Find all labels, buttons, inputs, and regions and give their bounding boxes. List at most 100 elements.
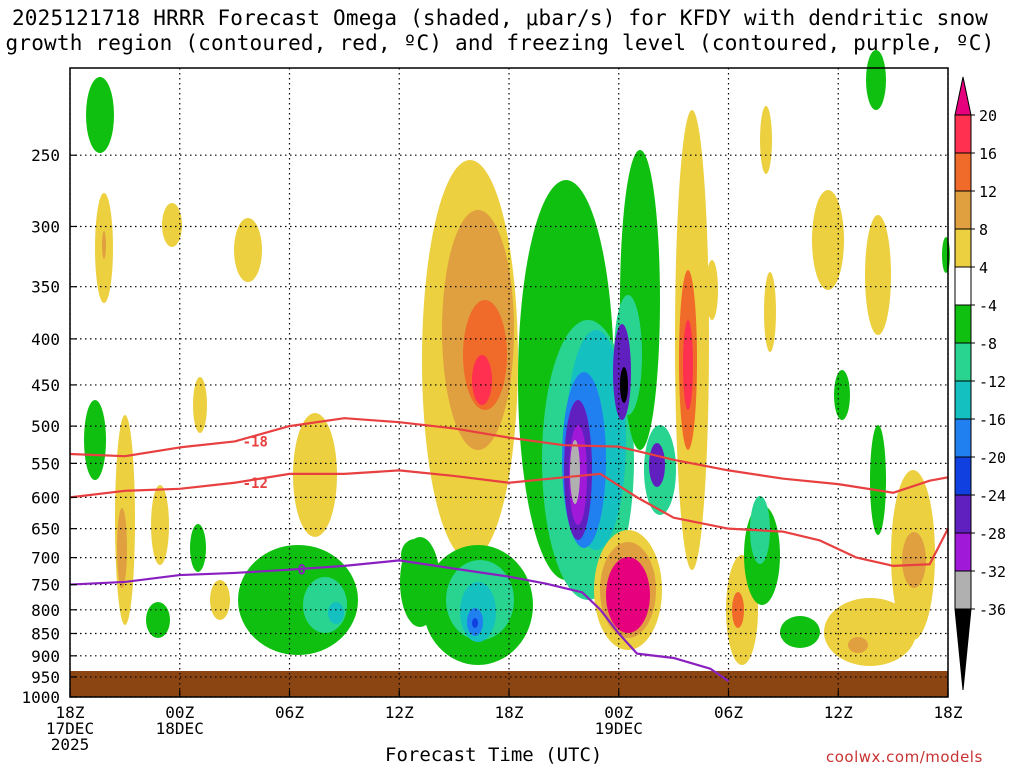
colorbar-label: -4 xyxy=(979,297,997,315)
y-tick-label: 750 xyxy=(31,576,60,595)
x-tick-label: 18DEC xyxy=(156,719,204,738)
omega-blob xyxy=(102,231,106,259)
colorbar-segment xyxy=(954,266,972,306)
watermark: coolwx.com/models xyxy=(826,748,983,766)
omega-blob xyxy=(190,524,206,572)
colorbar-label: -28 xyxy=(979,525,1006,543)
colorbar-bottom-arrow xyxy=(954,608,972,691)
contour-line xyxy=(69,469,949,567)
contour-line xyxy=(69,417,949,494)
colorbar-top-arrow xyxy=(954,76,972,116)
omega-blob xyxy=(293,413,337,537)
colorbar-label: 12 xyxy=(979,183,997,201)
x-tick-label: 18Z xyxy=(934,703,963,722)
y-tick-label: 800 xyxy=(31,601,60,620)
contour-label: 0 xyxy=(298,563,306,579)
colorbar-label: 16 xyxy=(979,145,997,163)
x-tick-label: 18Z xyxy=(56,703,85,722)
omega-blob xyxy=(401,539,429,571)
colorbar-label: -12 xyxy=(979,373,1006,391)
x-tick-label: 00Z xyxy=(165,703,194,722)
colorbar-segment xyxy=(954,380,972,420)
y-tick-label: 300 xyxy=(31,217,60,236)
y-tick-label: 350 xyxy=(31,278,60,297)
omega-blob xyxy=(328,602,344,624)
x-tick-label: 17DEC xyxy=(46,719,94,738)
x-tick-label: 18Z xyxy=(495,703,524,722)
omega-blob xyxy=(764,272,776,352)
colorbar-label: -24 xyxy=(979,487,1006,505)
omega-blob xyxy=(146,602,170,638)
y-tick-label: 850 xyxy=(31,624,60,643)
colorbar-segment xyxy=(954,494,972,534)
colorbar-label: -36 xyxy=(979,601,1006,619)
omega-blob xyxy=(760,106,772,174)
omega-blob xyxy=(472,355,492,405)
omega-blob xyxy=(620,367,628,403)
omega-blob xyxy=(848,637,868,653)
x-axis-label: Forecast Time (UTC) xyxy=(385,744,603,766)
colorbar-segment xyxy=(954,418,972,458)
x-tick-label: 2025 xyxy=(51,735,90,754)
colorbar-label: -20 xyxy=(979,449,1006,467)
omega-blob xyxy=(472,618,478,628)
colorbar-label: 8 xyxy=(979,221,988,239)
y-tick-label: 500 xyxy=(31,417,60,436)
omega-blob xyxy=(151,485,169,565)
colorbar-label: -16 xyxy=(979,411,1006,429)
omega-blob xyxy=(866,50,886,110)
colorbar-segment xyxy=(954,456,972,496)
contour-label: -12 xyxy=(243,476,268,492)
colorbar-segment xyxy=(954,114,972,154)
y-tick-label: 250 xyxy=(31,146,60,165)
x-tick-label: 06Z xyxy=(275,703,304,722)
omega-blob xyxy=(193,377,207,433)
colorbar-label: -32 xyxy=(979,563,1006,581)
omega-blob xyxy=(683,320,693,410)
colorbar-segment xyxy=(954,532,972,572)
y-tick-label: 700 xyxy=(31,549,60,568)
omega-blob xyxy=(942,237,950,273)
y-tick-label: 900 xyxy=(31,647,60,666)
y-tick-label: 950 xyxy=(31,668,60,687)
omega-blob xyxy=(649,443,665,487)
omega-blob xyxy=(902,532,926,588)
y-tick-label: 550 xyxy=(31,454,60,473)
omega-blob xyxy=(117,508,127,588)
omega-blob xyxy=(870,425,886,535)
omega-blob xyxy=(210,580,230,620)
contour-label: -18 xyxy=(243,434,268,450)
x-tick-label: 00Z xyxy=(604,703,633,722)
omega-blob xyxy=(162,203,182,247)
omega-blob xyxy=(865,215,891,335)
chart-title: 2025121718 HRRR Forecast Omega (shaded, … xyxy=(5,6,995,55)
colorbar-segment xyxy=(954,152,972,192)
colorbar-label: -8 xyxy=(979,335,997,353)
colorbar-segment xyxy=(954,190,972,230)
contour-line xyxy=(69,559,730,682)
omega-blob xyxy=(732,592,744,628)
colorbar-segment xyxy=(954,228,972,268)
y-tick-label: 1000 xyxy=(21,688,60,707)
omega-blob xyxy=(780,616,820,648)
x-tick-label: 12Z xyxy=(824,703,853,722)
x-tick-label: 06Z xyxy=(714,703,743,722)
colorbar-segment xyxy=(954,342,972,382)
colorbar-label: 20 xyxy=(979,107,997,125)
x-tick-label: 12Z xyxy=(385,703,414,722)
omega-blob xyxy=(84,400,106,480)
omega-blob xyxy=(606,557,650,633)
omega-blob xyxy=(570,440,580,504)
colorbar-label: 4 xyxy=(979,259,988,277)
colorbar-segment xyxy=(954,570,972,610)
y-tick-label: 600 xyxy=(31,488,60,507)
omega-blob xyxy=(812,190,844,290)
omega-blob xyxy=(706,260,718,320)
x-tick-label: 19DEC xyxy=(595,719,643,738)
omega-blob xyxy=(834,370,850,420)
omega-blob xyxy=(824,598,916,666)
colorbar-segment xyxy=(954,304,972,344)
y-tick-label: 450 xyxy=(31,376,60,395)
omega-blob xyxy=(234,218,262,282)
